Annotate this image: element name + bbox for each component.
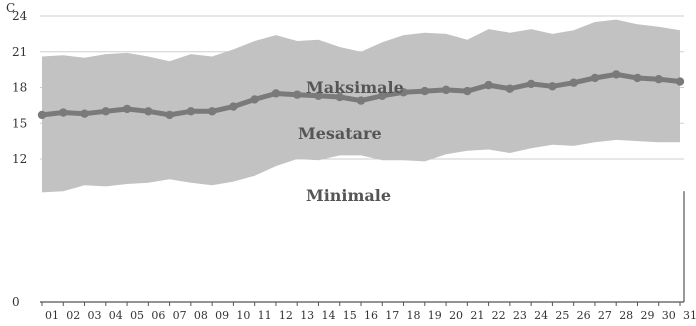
mean-point: [569, 78, 578, 87]
x-tick-label: 23: [513, 309, 527, 322]
x-tick-label: 27: [598, 309, 612, 322]
mean-point: [378, 91, 387, 101]
mean-point: [526, 79, 536, 89]
x-tick-label: 09: [215, 309, 229, 322]
mean-point: [229, 102, 238, 111]
x-tick-label: 03: [88, 309, 102, 322]
mean-point: [271, 89, 281, 98]
mean-point: [122, 104, 132, 114]
x-tick-label: 13: [300, 309, 314, 322]
x-tick-label: 29: [640, 309, 654, 322]
mean-point: [675, 77, 685, 86]
axes: 0 12 15 18 21 24 01 02 03 04 05 06 07 08 09 10 11 12 13 14 1…: [12, 9, 696, 322]
y-tick-label: 12: [12, 152, 27, 166]
mean-point: [548, 82, 557, 91]
mean-point: [250, 95, 259, 104]
y-tick-label: 0: [12, 295, 20, 309]
mean-point: [654, 74, 663, 84]
mean-series: [37, 70, 685, 120]
mean-point: [314, 91, 323, 101]
annotation-minimale: Minimale: [306, 186, 391, 205]
x-tick-label: 04: [109, 309, 123, 322]
mean-point: [590, 73, 600, 83]
mean-point: [293, 90, 302, 99]
mean-point: [505, 84, 515, 93]
y-tick-label: 18: [12, 81, 27, 95]
mean-point: [80, 109, 89, 118]
x-tick-label: 07: [173, 309, 187, 322]
x-tick-label: 10: [236, 309, 250, 322]
x-tick-label: 15: [343, 309, 357, 322]
mean-point: [356, 96, 366, 105]
mean-point: [399, 88, 408, 97]
y-unit-label: C: [6, 1, 15, 15]
x-tick-label: 02: [66, 309, 80, 322]
mean-point: [484, 80, 493, 90]
y-tick-label: 21: [12, 45, 27, 59]
x-tick-label: 08: [194, 309, 208, 322]
mean-point: [37, 110, 47, 120]
mean-point: [59, 108, 68, 117]
x-tick-label: 01: [45, 309, 59, 322]
mean-point: [207, 107, 217, 116]
x-tick-label: 18: [407, 309, 421, 322]
x-tick-label: 11: [258, 309, 272, 322]
x-tick-label: 19: [428, 309, 442, 322]
mean-point: [186, 107, 196, 116]
x-tick-label: 17: [385, 309, 399, 322]
mean-point: [463, 86, 472, 96]
y-tick-label: 15: [12, 116, 27, 130]
x-tick-label: 05: [130, 309, 144, 322]
x-tick-label: 25: [555, 309, 569, 322]
x-tick-label: 14: [321, 309, 335, 322]
x-tick-label: 22: [492, 309, 506, 322]
x-tick-label: 24: [534, 309, 548, 322]
mean-point: [612, 70, 621, 79]
x-tick-label: 20: [449, 309, 463, 322]
x-tick-label: 16: [364, 309, 378, 322]
x-tick-label: 28: [619, 309, 633, 322]
mean-point: [633, 73, 642, 83]
y-tick-label: 24: [12, 9, 28, 23]
mean-point: [101, 107, 111, 116]
x-tick-label: 26: [577, 309, 591, 322]
x-tick-label: 21: [470, 309, 484, 322]
x-tick-label: 06: [151, 309, 165, 322]
mean-point: [335, 92, 344, 102]
min-max-band: [42, 19, 680, 193]
annotation-maksimale: Maksimale: [306, 78, 404, 97]
x-tick-label: 31: [683, 309, 696, 322]
mean-point: [144, 107, 153, 116]
mean-point: [420, 86, 429, 96]
x-tick-label: 30: [662, 309, 676, 322]
annotation-mesatare: Mesatare: [298, 124, 382, 143]
x-tick-label: 12: [279, 309, 293, 322]
mean-point: [165, 110, 174, 120]
mean-point: [441, 85, 451, 95]
